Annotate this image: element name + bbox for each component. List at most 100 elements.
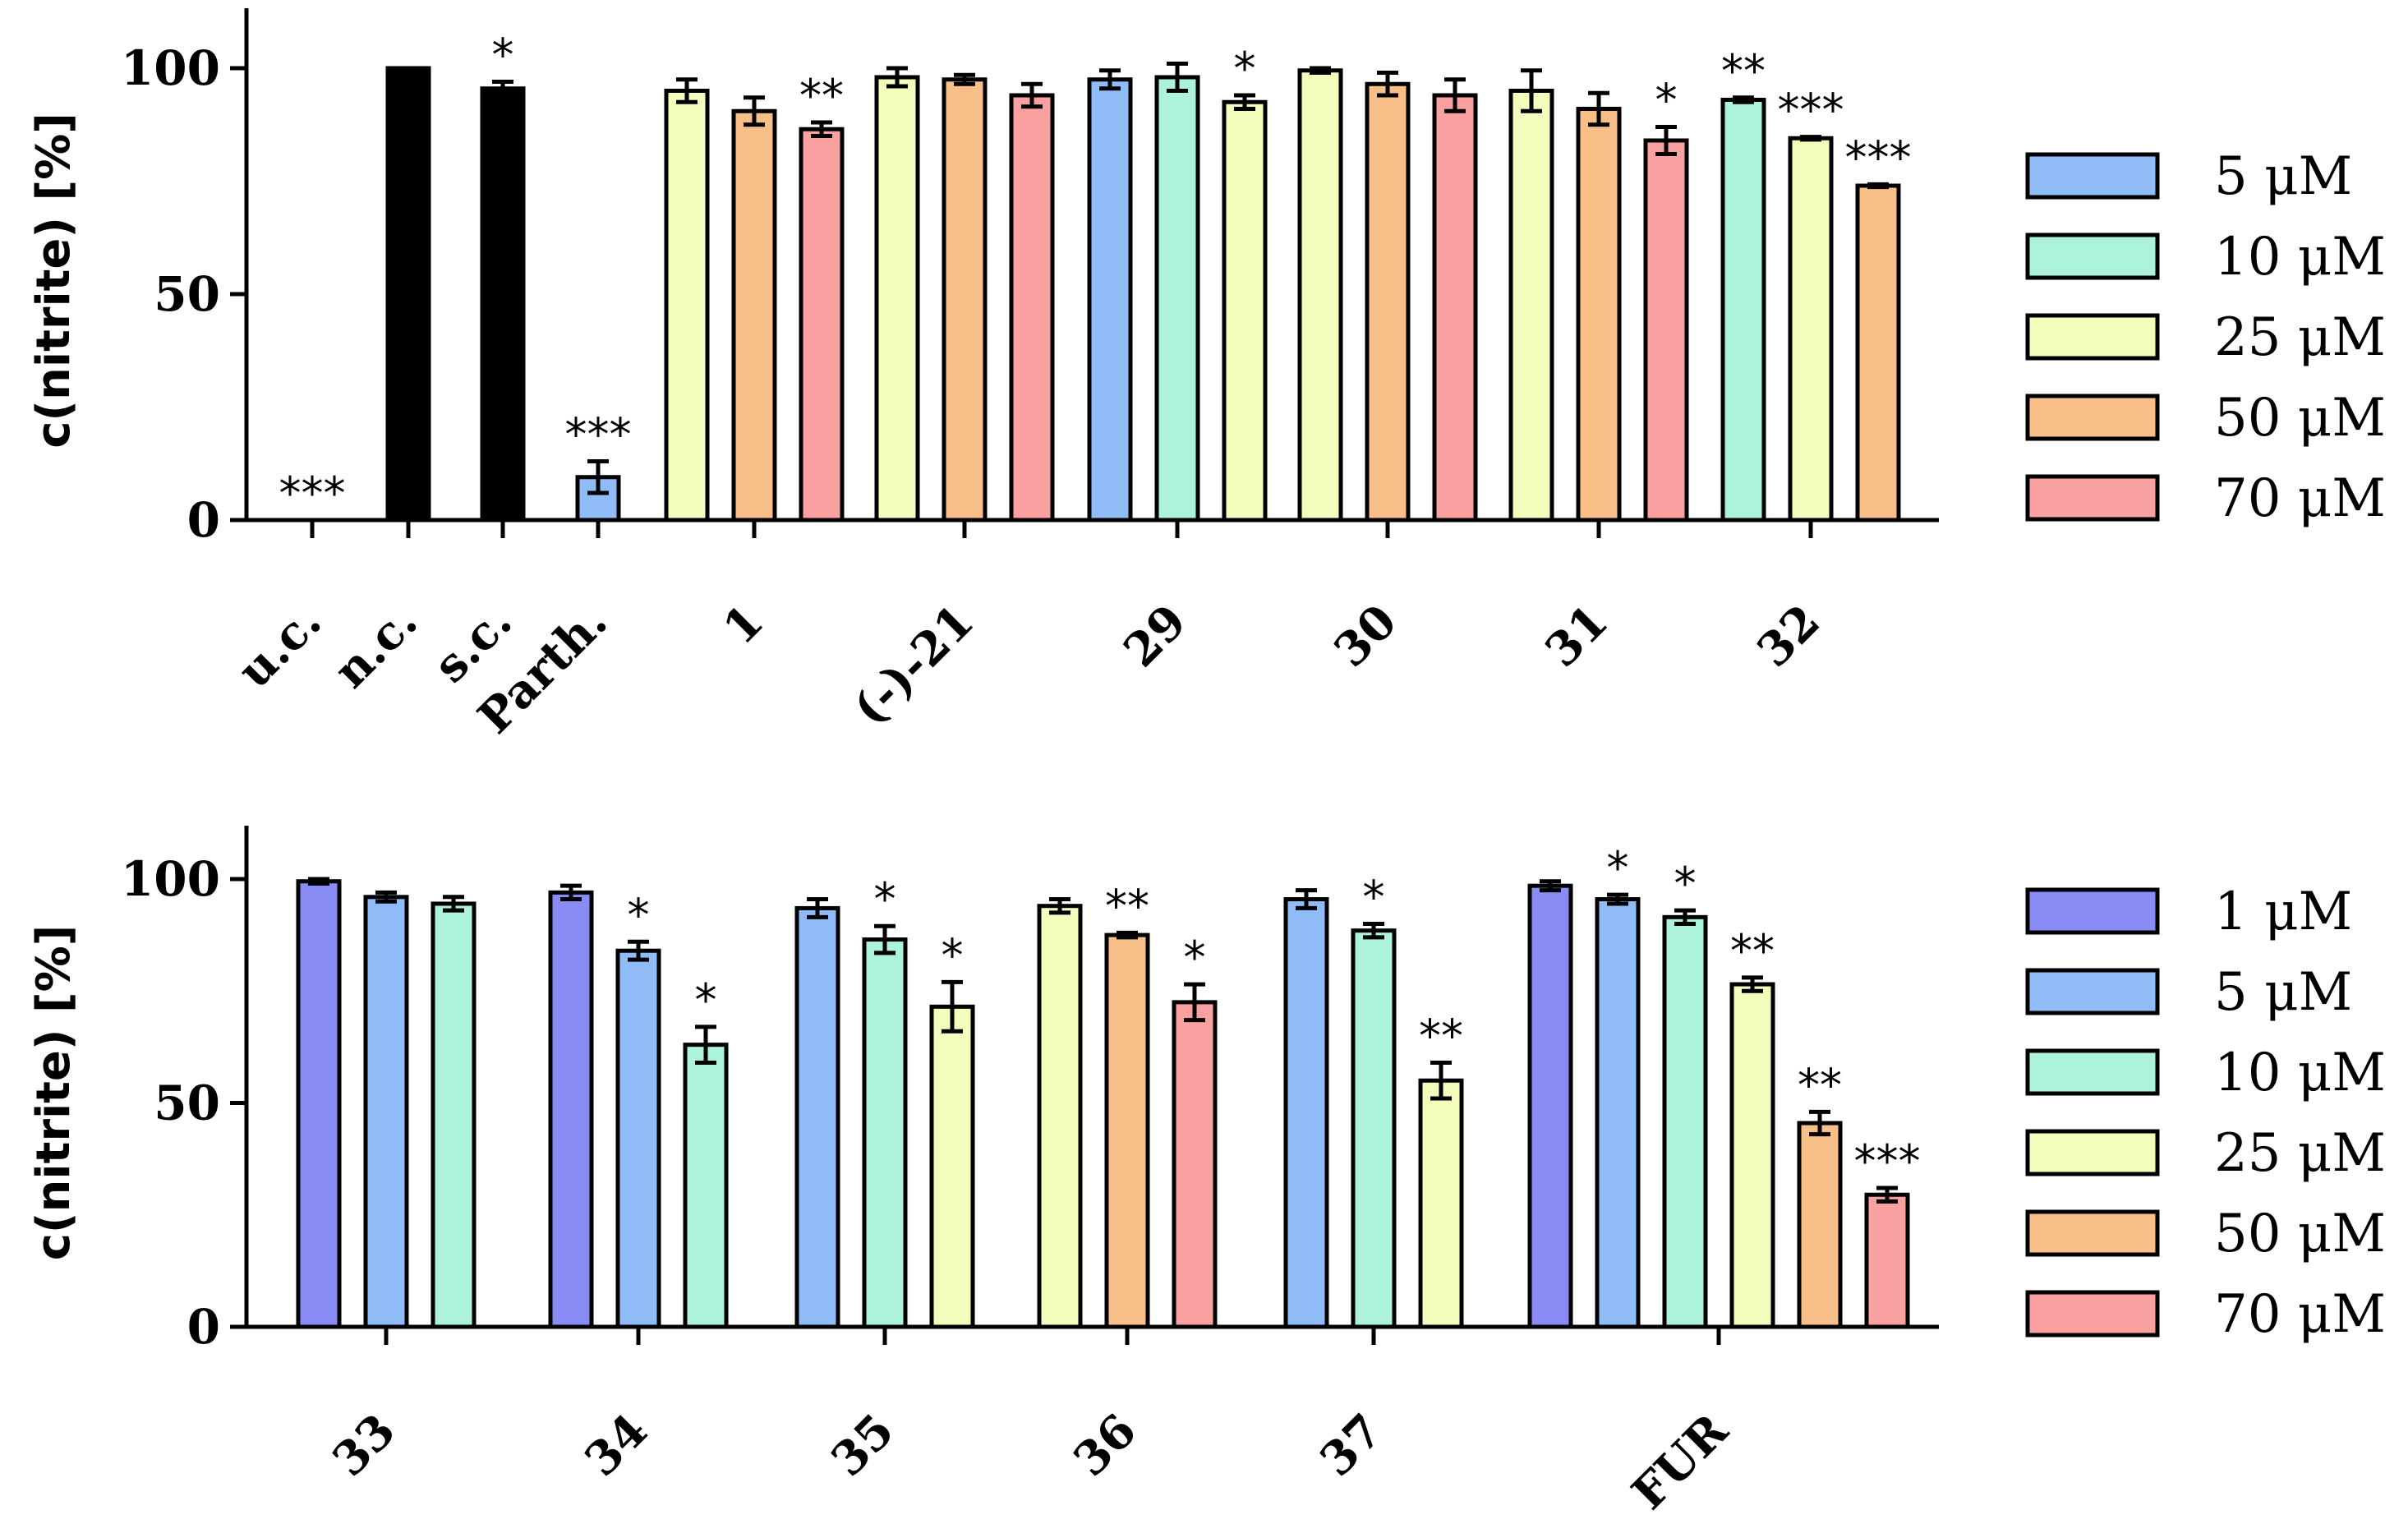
bar bbox=[1432, 93, 1478, 523]
significance-label: *** bbox=[565, 409, 632, 461]
bar bbox=[1283, 897, 1329, 1329]
category-label: 30 bbox=[1324, 594, 1407, 678]
bar bbox=[1009, 93, 1055, 523]
bar bbox=[430, 901, 477, 1329]
bar bbox=[1104, 932, 1150, 1329]
legend-swatch bbox=[2025, 1209, 2160, 1257]
bar bbox=[1418, 1078, 1464, 1329]
y-tick-label: 50 bbox=[154, 1075, 220, 1131]
bar bbox=[1729, 982, 1775, 1329]
bar bbox=[1643, 138, 1689, 523]
legend-swatch bbox=[2025, 887, 2160, 935]
bar bbox=[1365, 81, 1411, 523]
bar bbox=[874, 75, 920, 523]
category-label: 34 bbox=[574, 1403, 658, 1487]
bar bbox=[1720, 98, 1766, 523]
significance-label: * bbox=[1234, 43, 1256, 94]
significance-label: * bbox=[1607, 842, 1629, 894]
significance-label: * bbox=[1184, 932, 1206, 983]
bar bbox=[1297, 68, 1343, 523]
bar bbox=[1527, 883, 1573, 1329]
category-label: 35 bbox=[821, 1403, 905, 1487]
y-tick-label: 100 bbox=[121, 851, 220, 907]
legend-swatch bbox=[2025, 1129, 2160, 1176]
significance-label: ** bbox=[799, 70, 844, 122]
legend-label: 25 μM bbox=[2214, 307, 2386, 368]
significance-label: *** bbox=[1845, 131, 1912, 183]
legend-swatch bbox=[2025, 968, 2160, 1015]
category-label: n.c. bbox=[324, 594, 428, 698]
significance-label: * bbox=[492, 30, 514, 81]
legend-label: 70 μM bbox=[2214, 468, 2386, 529]
bar bbox=[1087, 77, 1133, 523]
legend-label: 5 μM bbox=[2214, 146, 2352, 207]
bar bbox=[794, 905, 840, 1329]
bar bbox=[942, 77, 988, 523]
bar bbox=[1864, 1192, 1910, 1329]
legend-swatch bbox=[2025, 152, 2160, 200]
significance-label: * bbox=[1363, 872, 1385, 923]
category-label: (-)-21 bbox=[843, 594, 984, 735]
bar bbox=[664, 89, 710, 523]
legend-label: 25 μM bbox=[2214, 1123, 2386, 1184]
category-label: FUR bbox=[1622, 1403, 1739, 1521]
bar bbox=[1855, 183, 1901, 523]
bar bbox=[1797, 1121, 1843, 1329]
significance-label: * bbox=[874, 873, 896, 925]
y-tick-label: 0 bbox=[187, 1299, 220, 1355]
significance-label: * bbox=[1674, 858, 1697, 909]
legend-swatch bbox=[2025, 1290, 2160, 1338]
bar bbox=[1788, 136, 1834, 523]
significance-label: ** bbox=[1730, 925, 1775, 977]
legend-label: 70 μM bbox=[2214, 1284, 2386, 1345]
legend-label: 10 μM bbox=[2214, 1043, 2386, 1103]
category-label: 37 bbox=[1310, 1403, 1393, 1487]
bar bbox=[363, 895, 409, 1329]
category-label: 33 bbox=[322, 1403, 406, 1487]
category-label: 32 bbox=[1747, 594, 1830, 678]
bar bbox=[1037, 904, 1083, 1329]
legend-label: 50 μM bbox=[2214, 388, 2386, 449]
bar bbox=[731, 108, 777, 523]
bar bbox=[296, 879, 342, 1329]
bar bbox=[480, 86, 526, 523]
category-label: 1 bbox=[713, 594, 774, 655]
category-label: u.c. bbox=[228, 594, 332, 698]
significance-label: * bbox=[942, 929, 964, 981]
category-label: 31 bbox=[1535, 594, 1618, 678]
bar bbox=[799, 127, 845, 523]
significance-label: ** bbox=[1419, 1010, 1463, 1061]
bar bbox=[1595, 897, 1641, 1329]
bar bbox=[1222, 99, 1268, 523]
y-tick-label: 100 bbox=[121, 40, 220, 96]
bar bbox=[548, 890, 594, 1329]
legend-swatch bbox=[2025, 233, 2160, 280]
bar bbox=[1351, 928, 1397, 1329]
category-label: 29 bbox=[1113, 594, 1197, 678]
legend-swatch bbox=[2025, 474, 2160, 522]
legend: 1 μM 5 μM 10 μM 25 μM 50 μM 70 μM bbox=[2025, 882, 2386, 1345]
significance-label: *** bbox=[1778, 85, 1844, 136]
bar bbox=[1154, 75, 1200, 523]
bar bbox=[1576, 107, 1622, 523]
y-tick-label: 50 bbox=[154, 266, 220, 322]
legend-swatch bbox=[2025, 1048, 2160, 1096]
legend-swatch bbox=[2025, 394, 2160, 441]
bar bbox=[385, 66, 431, 523]
y-tick-label: 0 bbox=[187, 492, 220, 548]
bar bbox=[1508, 89, 1554, 523]
bar bbox=[683, 1043, 729, 1329]
significance-label: ** bbox=[1721, 45, 1766, 97]
legend-label: 50 μM bbox=[2214, 1204, 2386, 1264]
significance-label: *** bbox=[279, 467, 346, 519]
legend-label: 5 μM bbox=[2214, 962, 2352, 1023]
legend-label: 1 μM bbox=[2214, 882, 2352, 942]
bar bbox=[1172, 1000, 1218, 1329]
legend-swatch bbox=[2025, 313, 2160, 361]
bar bbox=[862, 937, 908, 1329]
legend: 5 μM 10 μM 25 μM 50 μM 70 μM bbox=[2025, 146, 2386, 529]
y-axis-title: c(nitrite) [%] bbox=[27, 113, 81, 449]
